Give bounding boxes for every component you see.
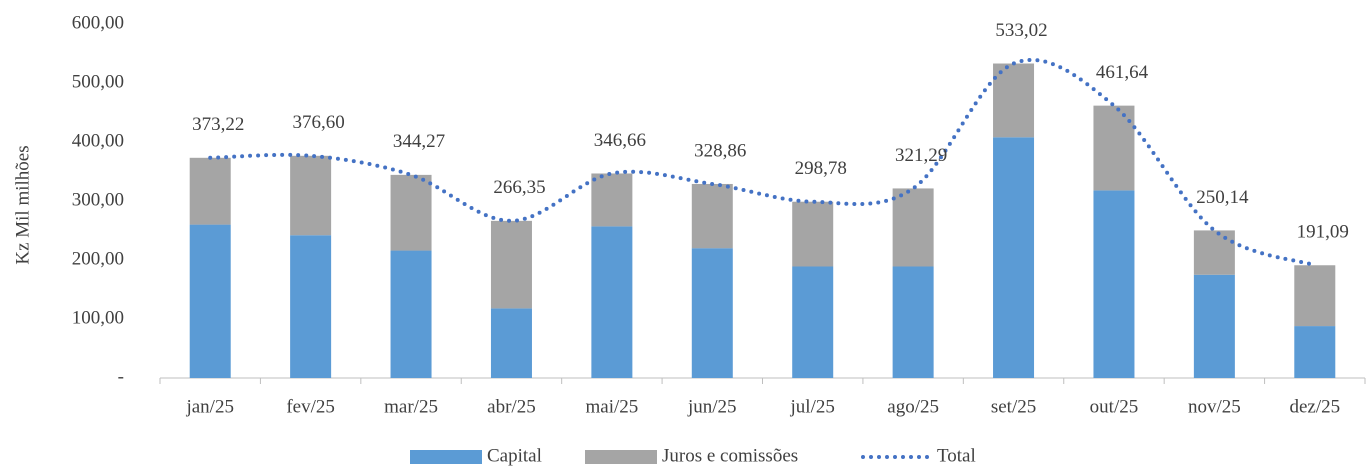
bar bbox=[390, 250, 432, 378]
bar bbox=[691, 183, 733, 249]
data-label: 373,22 bbox=[192, 114, 244, 135]
legend-label: Total bbox=[937, 445, 976, 466]
data-label: 376,60 bbox=[293, 112, 345, 133]
x-tick-label: ago/25 bbox=[887, 396, 939, 417]
data-label: 533,02 bbox=[995, 20, 1047, 41]
data-label: 328,86 bbox=[694, 140, 746, 161]
bar bbox=[591, 226, 633, 378]
data-label: 298,78 bbox=[795, 158, 847, 179]
data-label: 266,35 bbox=[493, 177, 545, 198]
data-label: 344,27 bbox=[393, 131, 445, 152]
bar bbox=[792, 266, 834, 378]
y-tick-label: 500,00 bbox=[72, 71, 124, 92]
bar bbox=[1193, 230, 1235, 275]
x-tick-label: mar/25 bbox=[384, 396, 438, 417]
y-tick-label: - bbox=[118, 366, 124, 387]
y-axis-label: Kz Mil milhões bbox=[12, 145, 33, 264]
bar bbox=[892, 188, 934, 267]
legend-swatch bbox=[410, 450, 482, 464]
y-tick-label: 600,00 bbox=[72, 12, 124, 33]
bar bbox=[591, 173, 633, 227]
y-tick-label: 100,00 bbox=[72, 307, 124, 328]
bar bbox=[1093, 190, 1135, 378]
x-tick-label: abr/25 bbox=[487, 396, 536, 417]
bar bbox=[892, 266, 934, 378]
x-tick-label: jan/25 bbox=[185, 396, 234, 417]
data-label: 191,09 bbox=[1297, 222, 1349, 243]
y-tick-label: 400,00 bbox=[72, 130, 124, 151]
x-tick-label: jul/25 bbox=[790, 396, 835, 417]
bar bbox=[189, 157, 231, 225]
bar bbox=[1294, 326, 1336, 378]
legend-label: Capital bbox=[487, 445, 542, 466]
x-tick-label: fev/25 bbox=[286, 396, 335, 417]
bar bbox=[1294, 265, 1336, 327]
bar bbox=[490, 220, 532, 309]
legend-label: Juros e comissões bbox=[662, 445, 798, 466]
data-label: 250,14 bbox=[1196, 187, 1249, 208]
bar bbox=[993, 63, 1035, 138]
bar bbox=[792, 201, 834, 267]
x-tick-label: mai/25 bbox=[585, 396, 638, 417]
y-tick-label: 200,00 bbox=[72, 248, 124, 269]
bar bbox=[490, 308, 532, 378]
bar bbox=[290, 235, 332, 378]
x-tick-label: dez/25 bbox=[1289, 396, 1340, 417]
total-line bbox=[208, 57, 1317, 268]
x-tick-label: nov/25 bbox=[1188, 396, 1241, 417]
bar bbox=[390, 174, 432, 251]
bar bbox=[189, 224, 231, 378]
y-tick-label: 300,00 bbox=[72, 189, 124, 210]
data-label: 321,29 bbox=[895, 145, 947, 166]
bar bbox=[691, 248, 733, 378]
bar bbox=[993, 137, 1035, 378]
x-tick-label: jun/25 bbox=[687, 396, 737, 417]
legend-swatch bbox=[585, 450, 657, 464]
bar bbox=[1193, 274, 1235, 378]
data-label: 346,66 bbox=[594, 130, 646, 151]
data-label: 461,64 bbox=[1096, 62, 1149, 83]
x-tick-label: set/25 bbox=[991, 396, 1036, 417]
bar bbox=[290, 155, 332, 236]
x-tick-label: out/25 bbox=[1090, 396, 1139, 417]
bar bbox=[1093, 105, 1135, 191]
